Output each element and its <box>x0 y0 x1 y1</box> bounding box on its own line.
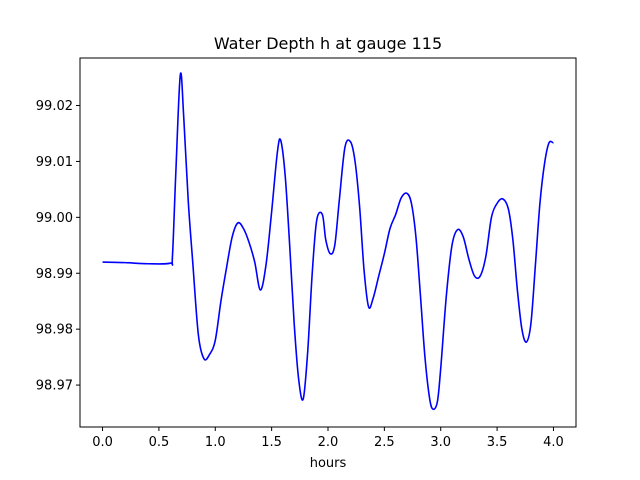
x-tick-label: 1.0 <box>205 435 226 450</box>
y-tick-label: 98.97 <box>36 379 73 394</box>
y-tick-label: 98.99 <box>36 267 73 282</box>
chart-title: Water Depth h at gauge 115 <box>214 34 442 53</box>
series-line <box>102 72 554 411</box>
y-tick-label: 99.02 <box>36 99 73 114</box>
x-axis: 0.0 0.5 1.0 1.5 2.0 2.5 3.0 3.5 4.0 <box>92 427 564 450</box>
x-axis-label: hours <box>310 456 347 471</box>
x-tick-label: 0.5 <box>149 435 170 450</box>
y-tick-label: 99.00 <box>36 211 73 226</box>
x-tick-label: 3.5 <box>487 435 508 450</box>
x-tick-label: 0.0 <box>92 435 113 450</box>
x-tick-label: 2.5 <box>374 435 395 450</box>
x-tick-label: 4.0 <box>543 435 564 450</box>
x-tick-label: 2.0 <box>318 435 339 450</box>
x-tick-label: 3.0 <box>430 435 451 450</box>
y-tick-label: 98.98 <box>36 323 73 338</box>
x-tick-label: 1.5 <box>261 435 282 450</box>
y-axis: 98.97 98.98 98.99 99.00 99.01 99.02 <box>36 99 80 394</box>
y-tick-label: 99.01 <box>36 155 73 170</box>
